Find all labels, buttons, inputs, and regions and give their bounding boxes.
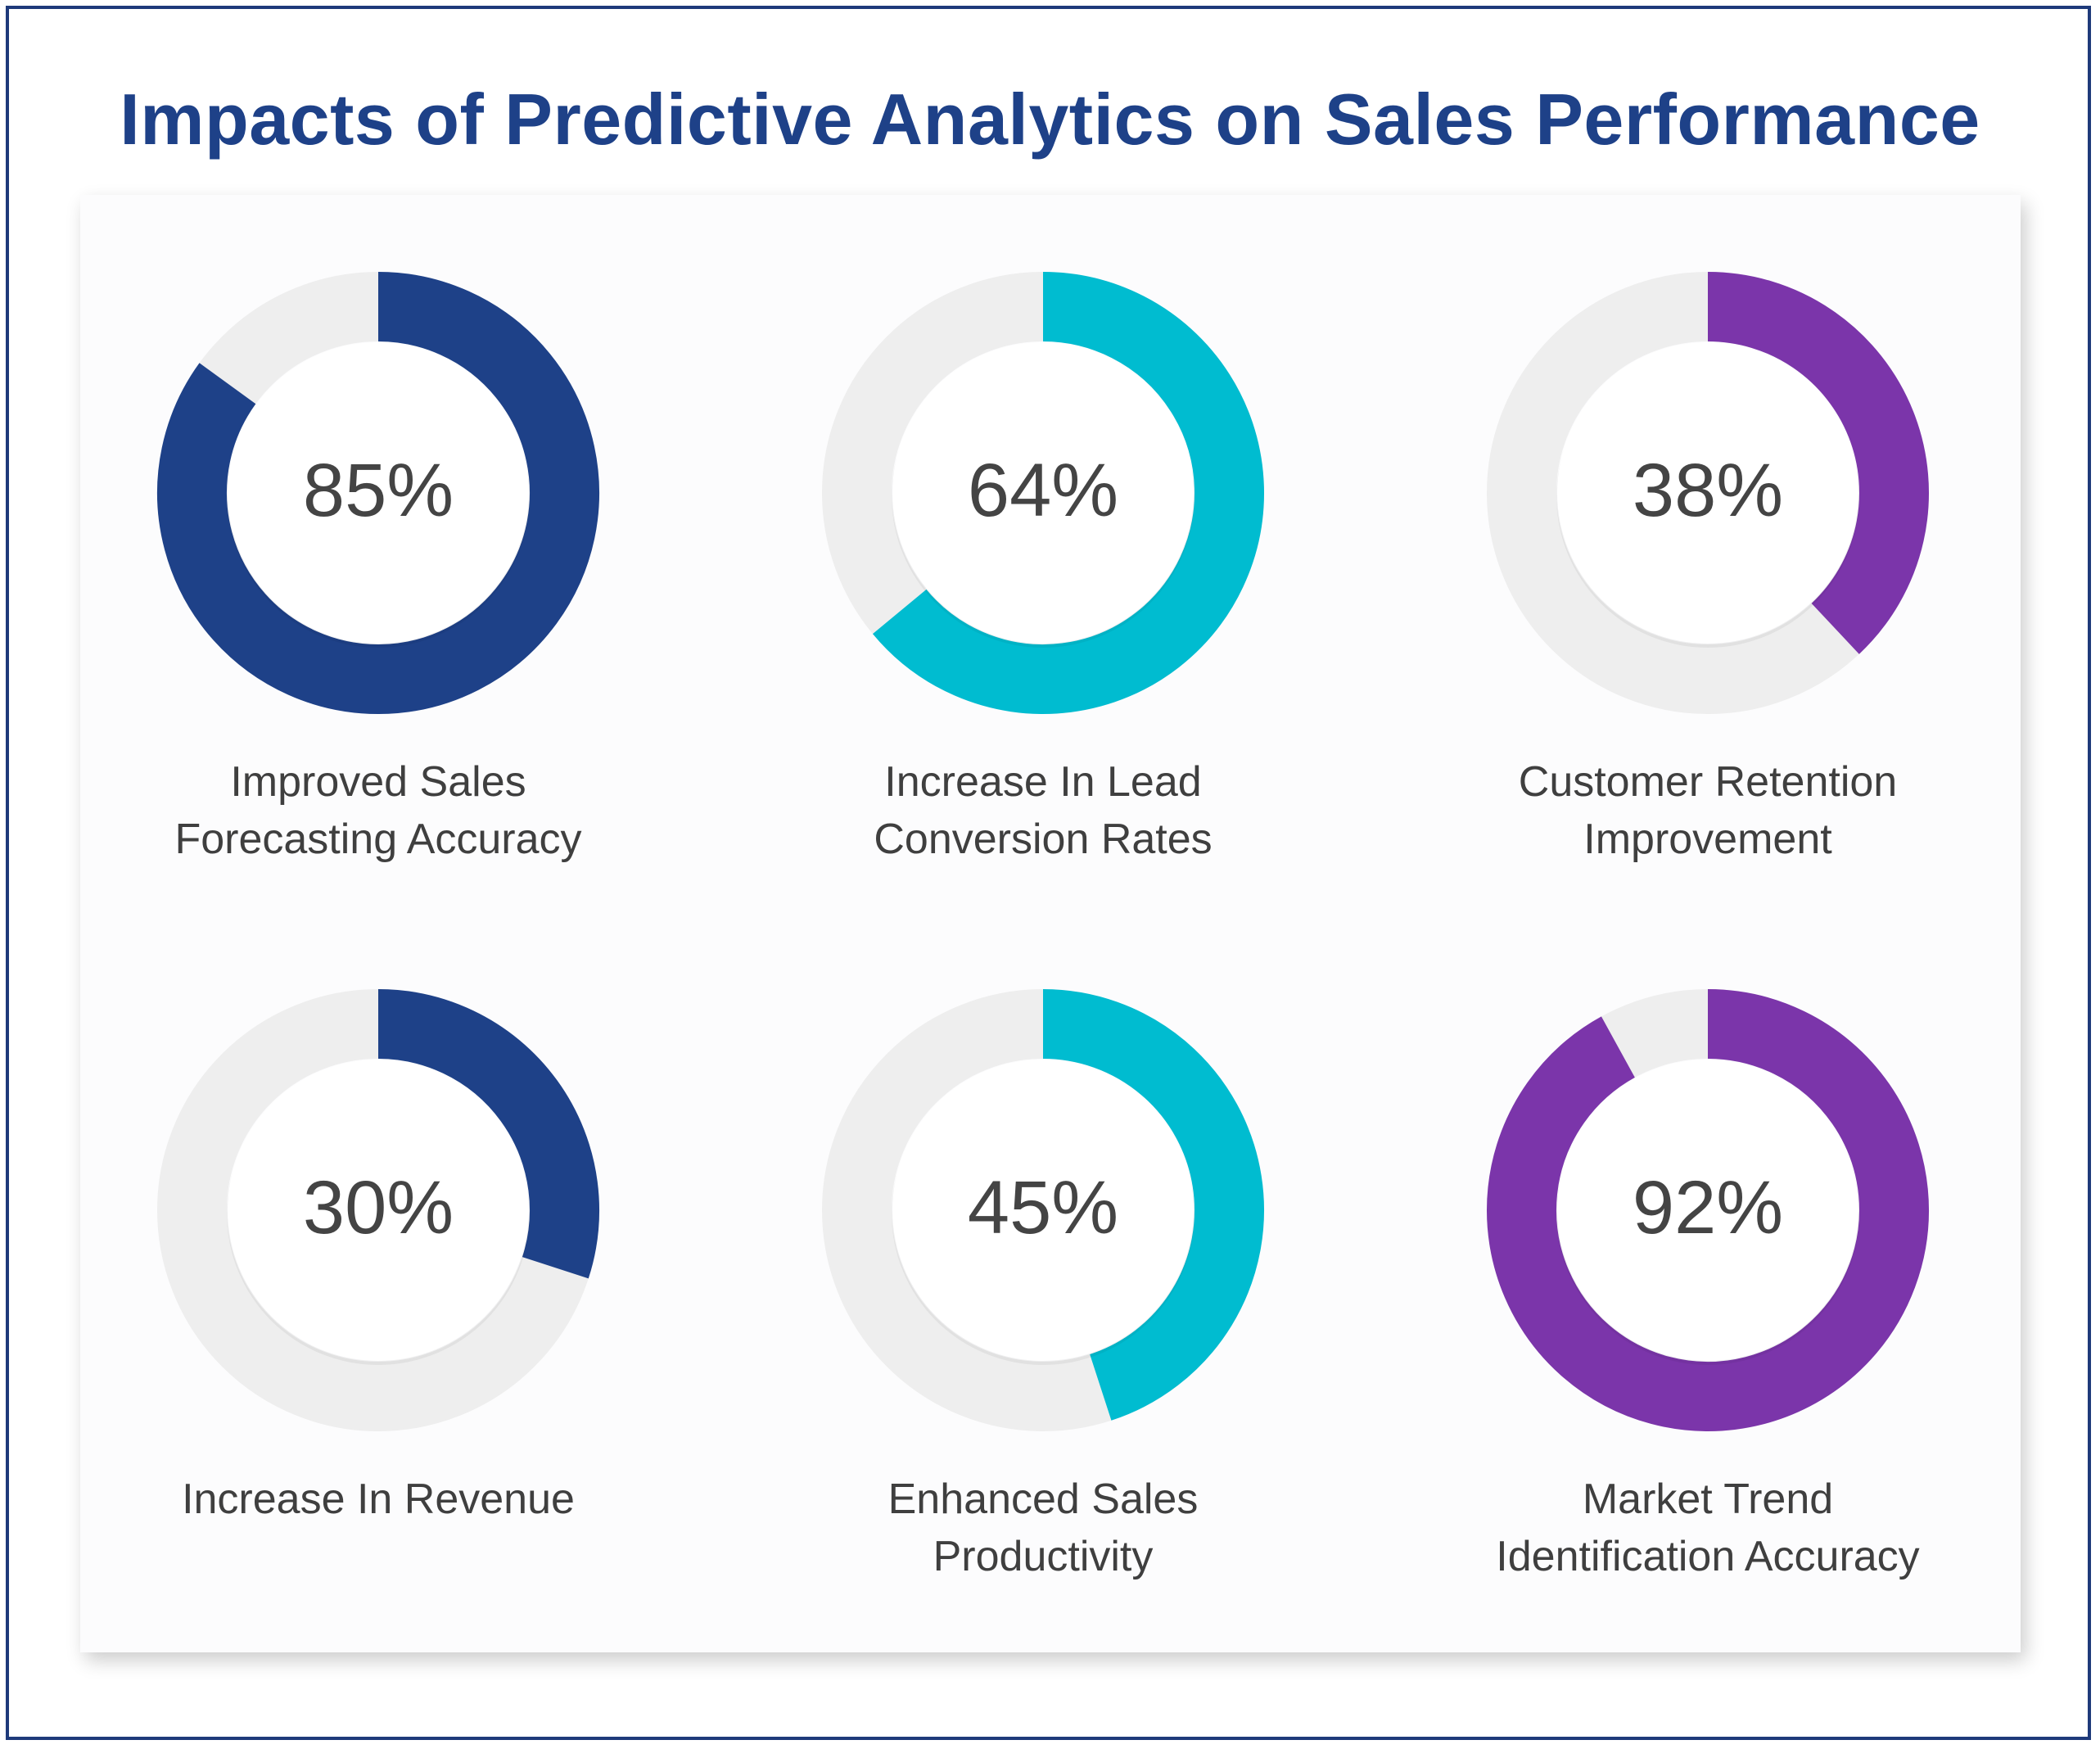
donut-label-5: Enhanced Sales Productivity bbox=[756, 1471, 1330, 1585]
donut-label-4: Increase In Revenue bbox=[92, 1471, 665, 1528]
donut-label-3: Customer Retention Improvement bbox=[1421, 753, 1994, 868]
donut-label-line: Increase In Revenue bbox=[182, 1476, 575, 1523]
donut-value-3: 38% bbox=[1632, 449, 1784, 532]
donut-label-line: Identification Accuracy bbox=[1496, 1533, 1920, 1580]
donut-value-5: 45% bbox=[967, 1166, 1119, 1250]
donut-arc-3 bbox=[1707, 272, 1929, 654]
donut-label-line: Productivity bbox=[933, 1533, 1154, 1580]
donut-arc-4 bbox=[377, 989, 599, 1279]
donut-inner-2 bbox=[892, 342, 1194, 644]
chart-title: Impacts of Predictive Analytics on Sales… bbox=[120, 79, 1980, 160]
donut-inner-1 bbox=[228, 342, 529, 644]
donut-arc-2 bbox=[873, 272, 1264, 714]
donut-label-line: Increase In Lead bbox=[884, 758, 1202, 806]
outer-frame bbox=[6, 6, 2091, 1740]
donut-value-6: 92% bbox=[1632, 1166, 1784, 1250]
donut-label-line: Conversion Rates bbox=[874, 816, 1213, 863]
donut-label-6: Market Trend Identification Accuracy bbox=[1421, 1471, 1994, 1585]
donut-inner-4 bbox=[228, 1060, 529, 1361]
donut-value-2: 64% bbox=[967, 449, 1119, 532]
donut-label-line: Forecasting Accuracy bbox=[174, 816, 582, 863]
donut-label-1: Improved Sales Forecasting Accuracy bbox=[92, 753, 665, 868]
donut-label-line: Improvement bbox=[1583, 816, 1832, 863]
donut-label-line: Customer Retention bbox=[1518, 758, 1898, 806]
donut-arc-1 bbox=[157, 272, 599, 714]
donut-label-line: Enhanced Sales bbox=[887, 1476, 1199, 1523]
donut-label-2: Increase In Lead Conversion Rates bbox=[756, 753, 1330, 868]
donut-inner-3 bbox=[1557, 342, 1858, 644]
donut-label-line: Market Trend bbox=[1582, 1476, 1834, 1523]
donut-label-line: Improved Sales bbox=[230, 758, 526, 806]
donut-value-1: 85% bbox=[302, 449, 454, 532]
donut-arc-6 bbox=[1487, 989, 1929, 1431]
donut-inner-5 bbox=[892, 1060, 1194, 1361]
donut-inner-6 bbox=[1557, 1060, 1858, 1361]
donut-arc-5 bbox=[1042, 989, 1264, 1421]
donut-value-4: 30% bbox=[302, 1166, 454, 1250]
